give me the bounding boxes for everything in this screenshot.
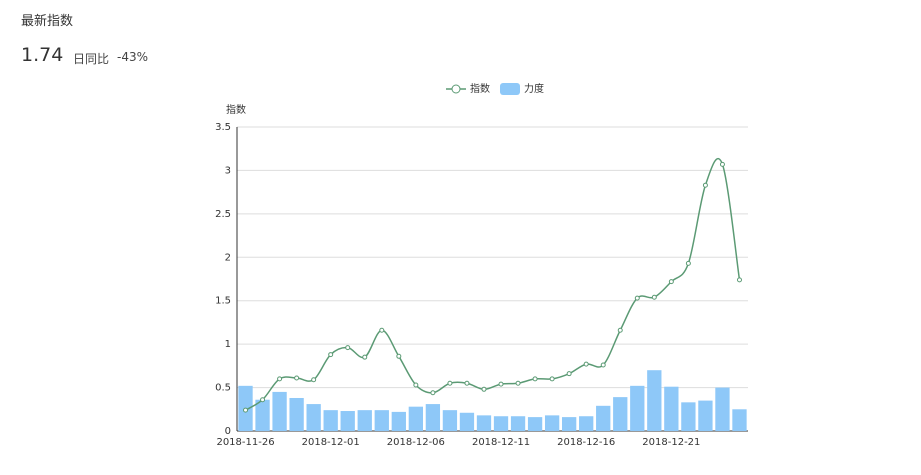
y-tick-label: 1.5: [215, 296, 231, 307]
y-tick-label: 2.5: [215, 209, 231, 220]
line-point: [498, 381, 504, 387]
bar: [272, 391, 287, 431]
bar: [340, 411, 355, 431]
bar: [323, 410, 338, 431]
line-point: [702, 182, 708, 188]
bar: [493, 416, 509, 431]
bar: [579, 416, 594, 431]
bar: [681, 402, 696, 431]
x-tick-label: 2018-12-11: [472, 437, 530, 448]
bar: [613, 397, 628, 431]
line-point: [719, 161, 725, 167]
legend-label: 力度: [524, 82, 544, 95]
bar: [442, 410, 458, 431]
line-point: [685, 260, 691, 266]
change-value: -43%: [117, 50, 149, 64]
bar: [289, 397, 304, 431]
x-tick-label: 2018-12-01: [302, 437, 360, 448]
bar: [408, 406, 424, 431]
bar: [698, 400, 713, 431]
bar: [544, 415, 560, 431]
bar: [561, 417, 577, 431]
line-point: [396, 353, 402, 359]
change-label: 日同比: [73, 52, 110, 66]
legend-marker: [500, 83, 520, 95]
line-point: [328, 352, 334, 358]
bar: [374, 410, 389, 431]
bar: [357, 410, 372, 431]
legend-marker: [451, 84, 461, 94]
line-point: [668, 279, 674, 285]
legend-label: 指数: [470, 82, 490, 95]
x-tick-label: 2018-12-21: [642, 437, 700, 448]
line-point: [549, 376, 555, 382]
bar: [732, 409, 747, 431]
latest-value: 1.74: [21, 44, 64, 66]
bar: [306, 404, 321, 431]
line-point: [651, 294, 657, 300]
bar: [715, 387, 730, 431]
bar: [664, 386, 679, 431]
line-point: [600, 362, 606, 368]
line-point: [345, 345, 351, 351]
y-tick-label: 0.5: [215, 383, 231, 394]
bar: [425, 404, 441, 431]
section-title: 最新指数: [21, 14, 74, 29]
line-point: [481, 386, 487, 392]
line-point: [464, 380, 470, 386]
y-axis-label: 指数: [226, 103, 246, 116]
line: [245, 157, 741, 411]
line-point: [515, 380, 521, 386]
line-point: [260, 397, 266, 403]
line-point: [311, 377, 317, 383]
x-tick-label: 2018-11-26: [216, 437, 274, 448]
bar: [527, 417, 543, 431]
y-tick-label: 3.5: [215, 122, 231, 133]
y-tick-label: 0: [225, 426, 231, 437]
bar: [255, 399, 270, 431]
line-point: [583, 361, 589, 367]
line-point: [430, 390, 436, 396]
bar: [391, 411, 406, 431]
bar: [510, 416, 526, 431]
line-point: [413, 382, 419, 388]
line-point: [736, 277, 742, 283]
line-point: [634, 295, 640, 301]
line-point: [532, 376, 538, 382]
bar: [630, 385, 645, 431]
bar: [459, 412, 475, 431]
y-tick-label: 3: [225, 165, 231, 176]
line-point: [294, 375, 300, 381]
y-tick-label: 2: [225, 252, 231, 263]
line-point: [362, 354, 368, 360]
y-tick-label: 1: [225, 339, 231, 350]
bar: [476, 415, 492, 431]
line-point: [617, 327, 623, 333]
bar: [647, 370, 662, 431]
bar: [596, 405, 611, 431]
x-tick-label: 2018-12-06: [387, 437, 445, 448]
x-tick-label: 2018-12-16: [557, 437, 615, 448]
line-point: [243, 407, 249, 413]
line-point: [447, 380, 453, 386]
line-point: [277, 376, 283, 382]
line-point: [379, 327, 385, 333]
line-point: [566, 371, 572, 377]
